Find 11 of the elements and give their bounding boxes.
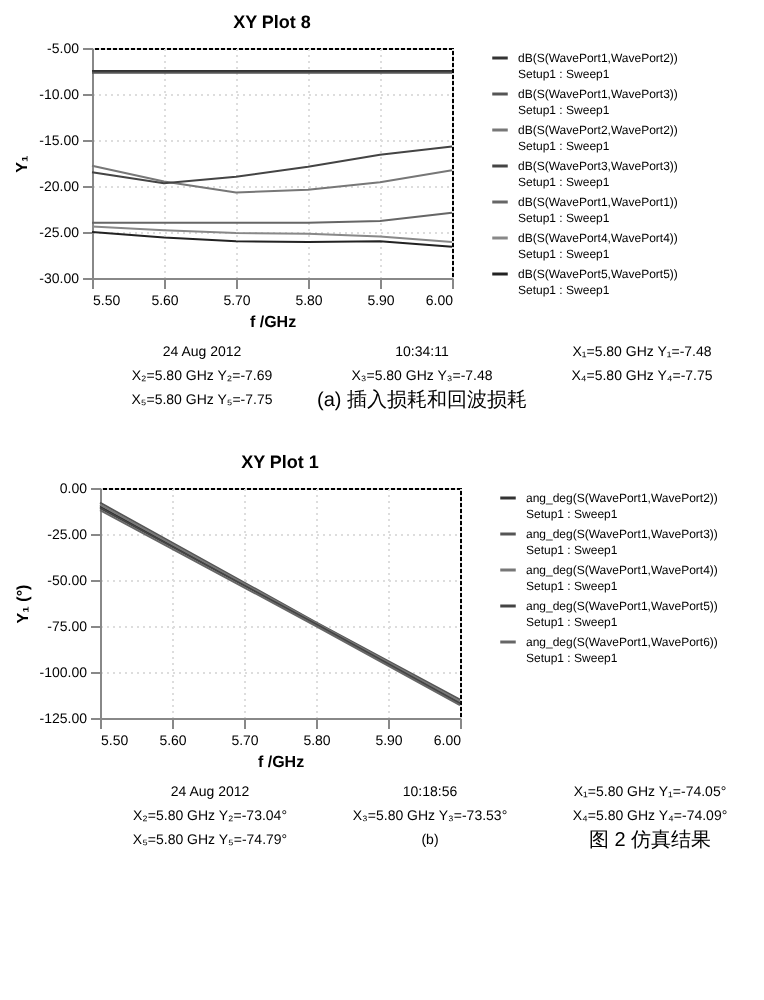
x-axis-title: f /GHz <box>257 753 305 771</box>
chart-title: XY Plot 1 <box>241 452 319 472</box>
caption: 图 2 仿真结果 <box>588 828 712 852</box>
line-series <box>91 145 453 185</box>
line-series <box>91 231 453 248</box>
x-axis-title: f /GHz <box>249 313 297 331</box>
text: (a) 插入损耗和回波损耗 <box>317 388 527 412</box>
y-axis-title: Y₁ (°) <box>13 583 32 624</box>
line-series <box>91 164 453 194</box>
chart-title: XY Plot 8 <box>233 12 311 32</box>
y-axis-title: Y₁ <box>13 153 32 173</box>
